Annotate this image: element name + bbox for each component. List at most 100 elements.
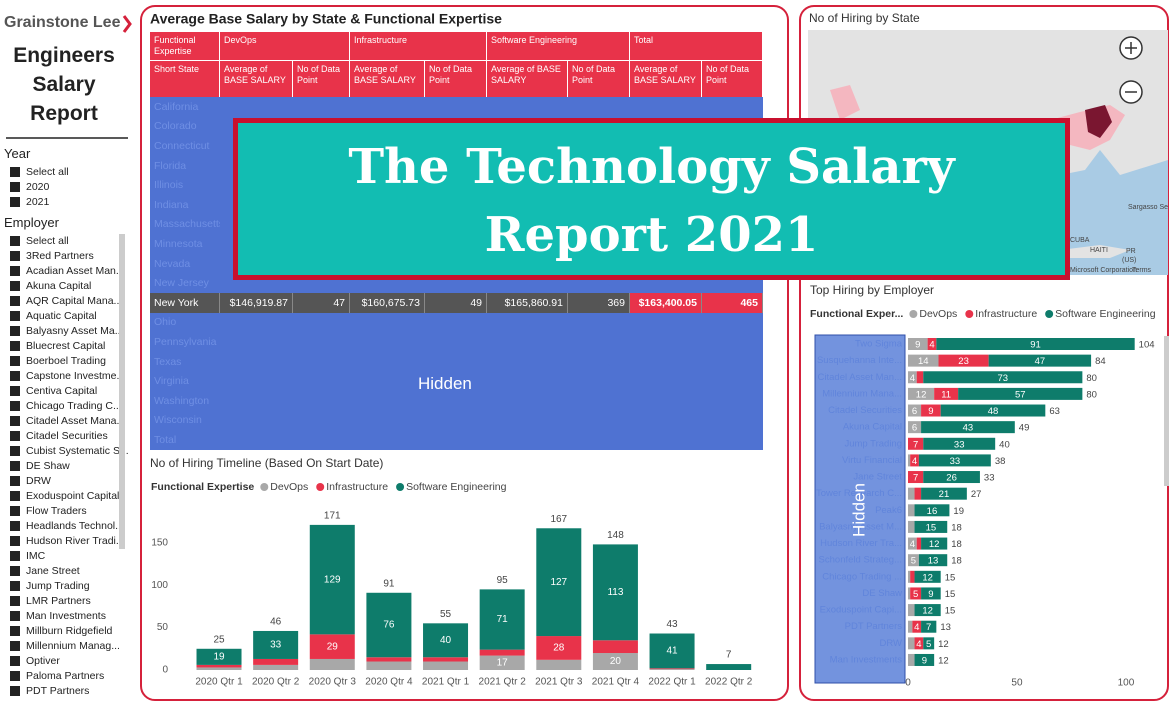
slicer-item[interactable]: Cubist Systematic S... (10, 445, 129, 457)
checkbox[interactable] (10, 581, 20, 591)
table-cell: 465 (702, 292, 763, 313)
hidden-cell: Nevada (150, 253, 220, 274)
slicer-label: LMR Partners (26, 595, 91, 607)
legend-swatch (396, 483, 405, 491)
slicer-item[interactable]: Citadel Securities (10, 430, 108, 442)
checkbox[interactable] (10, 401, 20, 411)
slicer-item[interactable]: 3Red Partners (10, 250, 94, 262)
checkbox[interactable] (10, 551, 20, 561)
bar-segment (253, 658, 299, 665)
hidden-cell (487, 351, 568, 372)
slicer-item[interactable]: 2021 (10, 196, 49, 208)
checkbox[interactable] (10, 311, 20, 321)
slicer-item[interactable]: DRW (10, 475, 51, 487)
checkbox[interactable] (10, 461, 20, 471)
checkbox[interactable] (10, 596, 20, 606)
checkbox[interactable] (10, 371, 20, 381)
slicer-item[interactable]: Capstone Investme... (10, 370, 125, 382)
bar-segment (923, 371, 1083, 384)
checkbox[interactable] (10, 506, 20, 516)
slicer-item[interactable]: Balyasny Asset Ma... (10, 325, 123, 337)
bar-segment (706, 664, 752, 670)
hidden-cell (350, 410, 425, 431)
checkbox[interactable] (10, 566, 20, 576)
slicer-item[interactable]: Bluecrest Capital (10, 340, 105, 352)
slicer-item[interactable]: Jane Street (10, 565, 80, 577)
checkbox[interactable] (10, 431, 20, 441)
header-cell: No of Data Point (568, 60, 630, 97)
slicer-item[interactable]: Akuna Capital (10, 280, 91, 292)
header-cell: Software Engineering (487, 32, 630, 60)
checkbox[interactable] (10, 611, 20, 621)
data-label: 76 (383, 620, 395, 631)
checkbox[interactable] (10, 296, 20, 306)
checkbox[interactable] (10, 266, 20, 276)
map-title: No of Hiring by State (809, 11, 920, 25)
checkbox[interactable] (10, 182, 20, 192)
bar-segment (916, 371, 924, 384)
slicer-item[interactable]: Chicago Trading C... (10, 400, 122, 412)
legend-label: Software Engineering (406, 481, 507, 493)
checkbox[interactable] (10, 416, 20, 426)
checkbox[interactable] (10, 236, 20, 246)
slicer-item[interactable]: Aquatic Capital (10, 310, 97, 322)
bar-segment (423, 623, 469, 658)
total-label: 18 (951, 539, 962, 550)
slicer-item[interactable]: Man Investments (10, 610, 106, 622)
slicer-item[interactable]: DE Shaw (10, 460, 70, 472)
slicer-item[interactable]: Citadel Asset Mana... (10, 415, 125, 427)
checkbox[interactable] (10, 197, 20, 207)
checkbox[interactable] (10, 491, 20, 501)
bar-segment (923, 437, 996, 450)
total-label: 19 (953, 506, 964, 517)
checkbox[interactable] (10, 167, 20, 177)
hidden-cell (293, 371, 350, 391)
slicer-item[interactable]: Jump Trading (10, 580, 90, 592)
slicer-item[interactable]: Centiva Capital (10, 385, 97, 397)
data-label: 33 (954, 439, 965, 450)
checkbox[interactable] (10, 356, 20, 366)
slicer-item[interactable]: Select all (10, 166, 69, 178)
checkbox[interactable] (10, 326, 20, 336)
checkbox[interactable] (10, 671, 20, 681)
slicer-item[interactable]: Exoduspoint Capital (10, 490, 119, 502)
checkbox[interactable] (10, 446, 20, 456)
checkbox[interactable] (10, 341, 20, 351)
slicer-item[interactable]: PDT Partners (10, 685, 89, 697)
slicer-item[interactable]: Optiver (10, 655, 60, 667)
checkbox[interactable] (10, 656, 20, 666)
checkbox[interactable] (10, 386, 20, 396)
checkbox[interactable] (10, 626, 20, 636)
hidden-cell (293, 312, 350, 333)
logo-chevron (122, 15, 132, 33)
slicer-item[interactable]: Boerboel Trading (10, 355, 106, 367)
checkbox[interactable] (10, 536, 20, 546)
checkbox[interactable] (10, 641, 20, 651)
checkbox[interactable] (10, 521, 20, 531)
hidden-cell (425, 351, 487, 372)
slicer-item[interactable]: Hudson River Tradi... (10, 535, 125, 547)
bar-segment (914, 604, 941, 617)
slicer-item[interactable]: Flow Traders (10, 505, 87, 517)
bar-segment (923, 471, 980, 484)
slicer-item[interactable]: Millennium Manag... (10, 640, 120, 652)
checkbox[interactable] (10, 281, 20, 291)
bar-segment (366, 657, 412, 662)
scrollbar[interactable] (1164, 336, 1169, 486)
data-label: 15 (926, 522, 937, 533)
slicer-item[interactable]: LMR Partners (10, 595, 91, 607)
slicer-item[interactable]: AQR Capital Mana... (10, 295, 122, 307)
slicer-item[interactable]: Paloma Partners (10, 670, 104, 682)
slicer-item[interactable]: Millburn Ridgefield (10, 625, 112, 637)
checkbox[interactable] (10, 476, 20, 486)
checkbox[interactable] (10, 251, 20, 261)
scrollbar[interactable] (119, 234, 125, 549)
slicer-item[interactable]: 2020 (10, 181, 49, 193)
checkbox[interactable] (10, 686, 20, 696)
slicer-item[interactable]: Headlands Technol... (10, 520, 124, 532)
slicer-item[interactable]: IMC (10, 550, 45, 562)
slicer-item[interactable]: Select all (10, 235, 69, 247)
data-label: 4 (929, 340, 934, 351)
slicer-label: 3Red Partners (26, 250, 94, 262)
slicer-item[interactable]: Acadian Asset Man... (10, 265, 125, 277)
